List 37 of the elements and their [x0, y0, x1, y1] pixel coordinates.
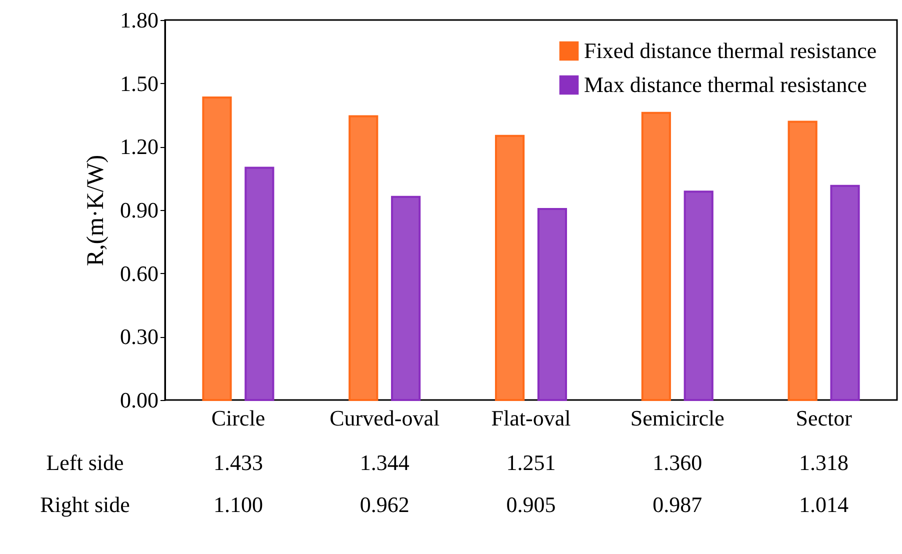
- data-label: 1.318: [799, 450, 849, 475]
- x-tick-label: Circle: [211, 406, 266, 430]
- bar: [202, 96, 232, 401]
- data-label: 1.100: [213, 492, 263, 517]
- y-tick-label: 0.30: [120, 324, 158, 350]
- x-tick-label: Semicircle: [630, 406, 724, 430]
- data-label: 1.360: [652, 450, 702, 475]
- data-label: 0.962: [360, 492, 410, 517]
- text: Right side: [40, 492, 130, 517]
- bar: [348, 115, 378, 401]
- bar: [684, 190, 714, 401]
- bar: [391, 196, 421, 401]
- x-tick-label: Curved-oval: [330, 406, 440, 430]
- data-label: 0.987: [652, 492, 702, 517]
- legend-label: Max distance thermal resistance: [584, 72, 867, 97]
- bar: [830, 184, 860, 401]
- bar: [494, 134, 525, 401]
- bar: [244, 166, 274, 401]
- x-tick-label: Flat-oval: [491, 406, 571, 430]
- y-tick-label: 0.00: [120, 388, 158, 412]
- bar: [537, 208, 568, 401]
- bar: [788, 120, 818, 401]
- data-label: 1.433: [213, 450, 263, 475]
- x-tick-label: Sector: [796, 406, 853, 430]
- data-label: 1.014: [799, 492, 849, 517]
- y-tick-label: 1.80: [120, 8, 158, 32]
- legend-label: Fixed distance thermal resistance: [584, 38, 877, 63]
- data-label: 0.905: [506, 492, 556, 517]
- y-tick-label: 0.90: [120, 198, 158, 222]
- data-label: 1.251: [506, 450, 556, 475]
- y-tick-label: 0.60: [120, 260, 158, 286]
- y-tick-label: 1.20: [120, 134, 158, 160]
- y-axis-title: R,(m·K/W): [83, 154, 109, 266]
- y-tick-label: 1.50: [120, 70, 158, 96]
- data-label: 1.344: [360, 450, 410, 475]
- bar: [641, 112, 671, 401]
- text: Left side: [46, 450, 124, 475]
